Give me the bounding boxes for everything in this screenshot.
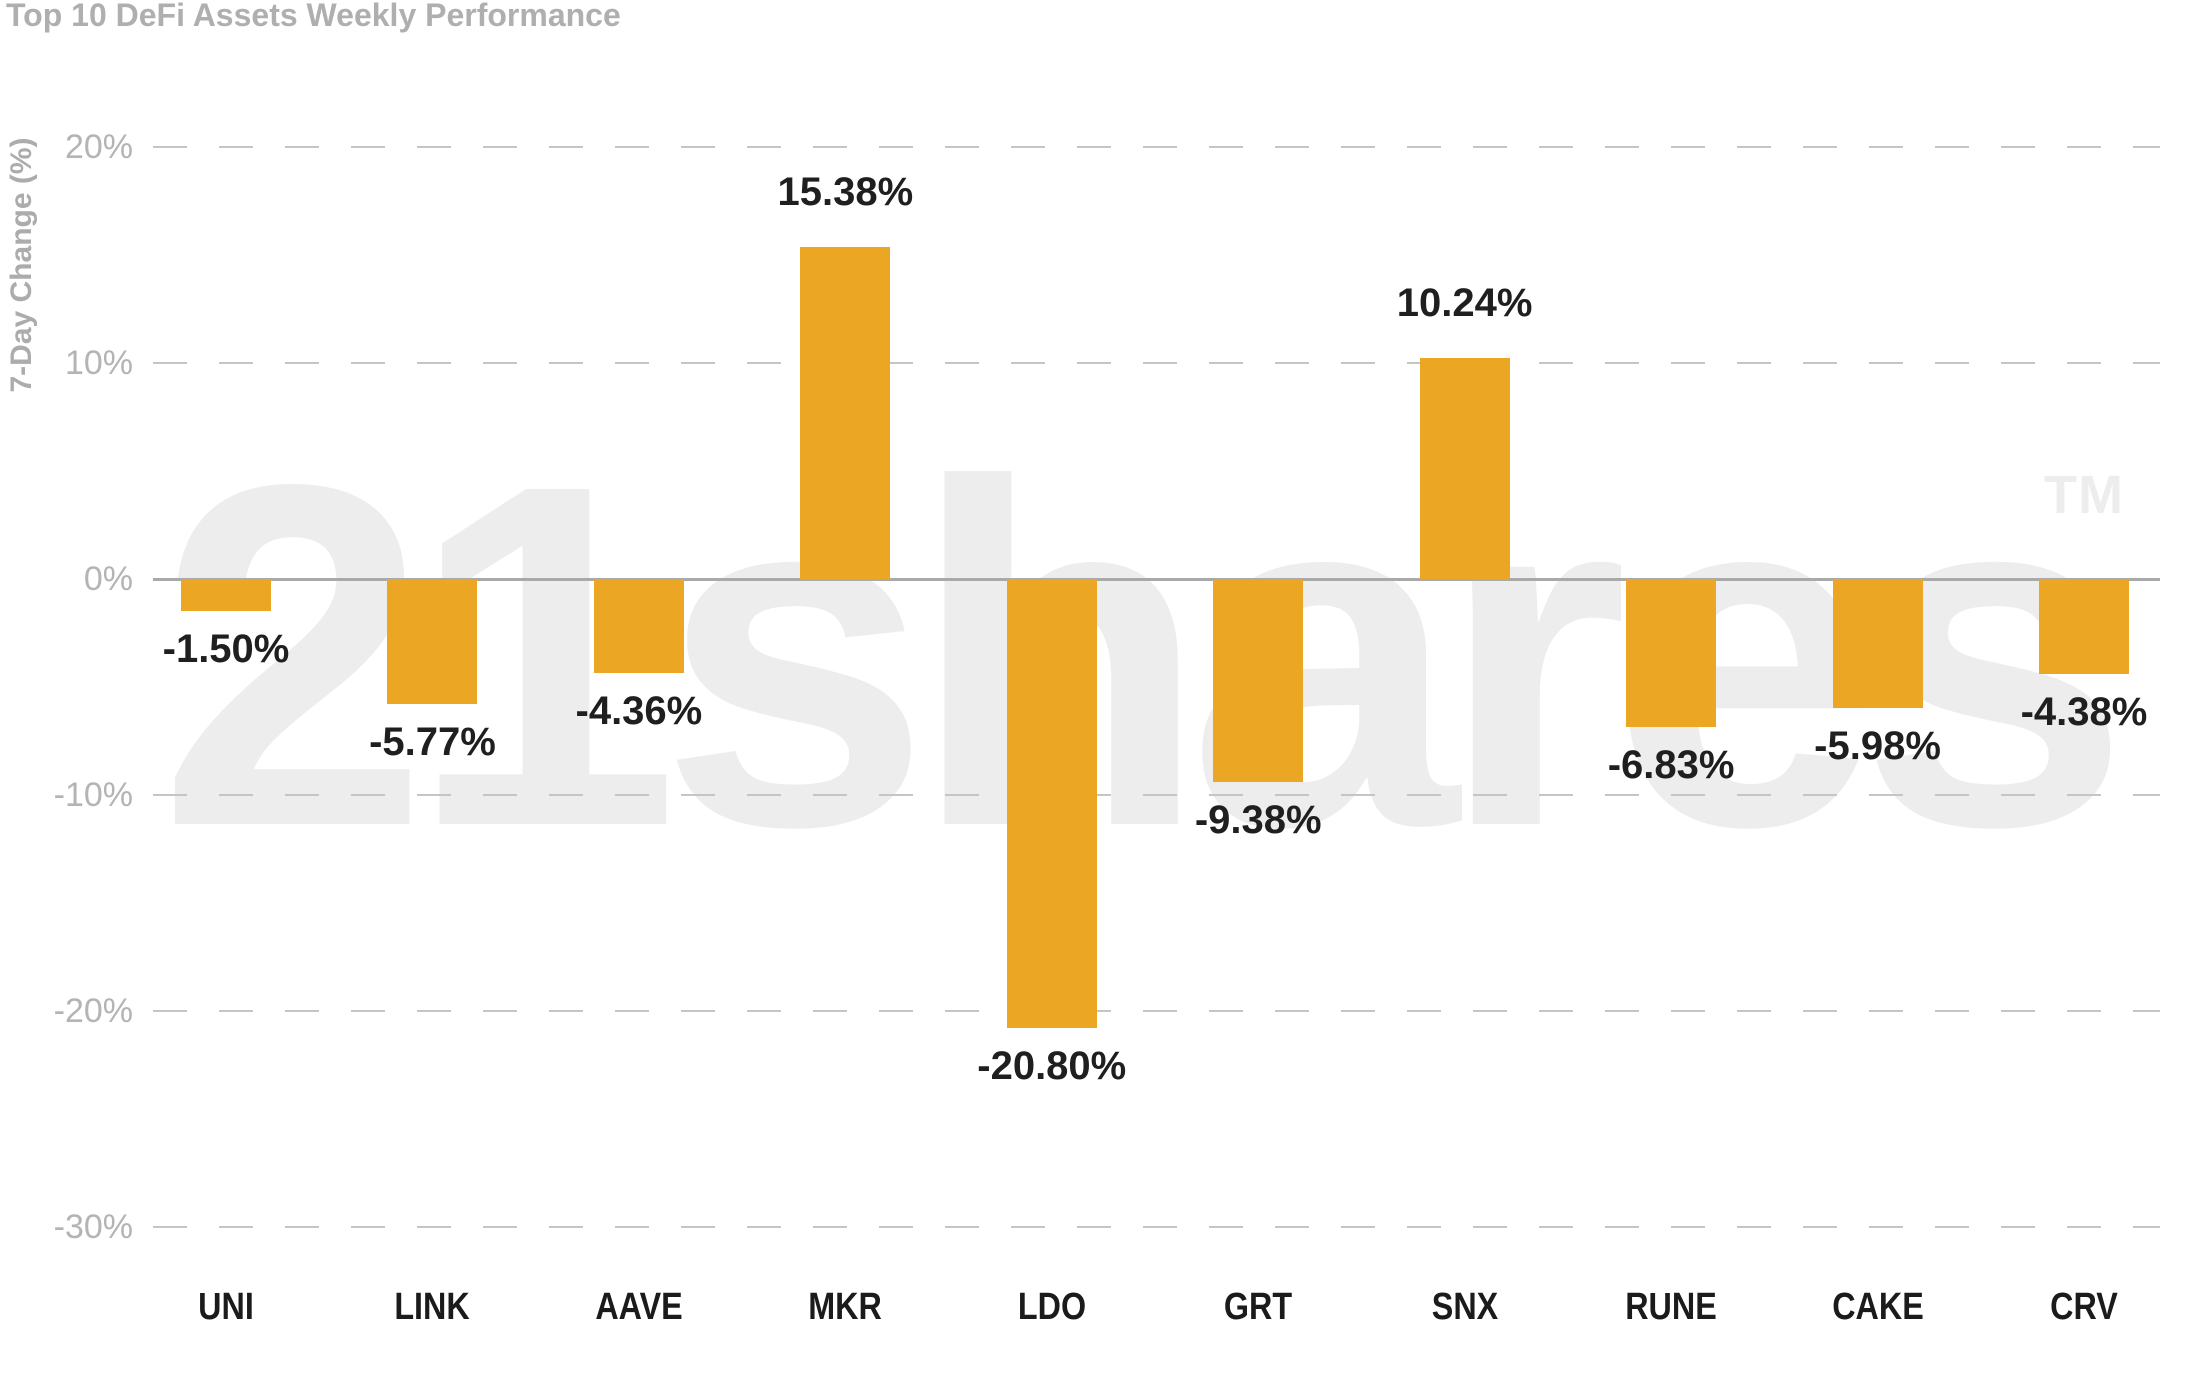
bar-CRV xyxy=(2038,579,2129,674)
x-tick-label-CAKE: CAKE xyxy=(1831,1286,1924,1328)
gridline--20 xyxy=(153,1010,2160,1012)
y-tick-label--30%: -30% xyxy=(53,1208,133,1246)
x-tick-label-LDO: LDO xyxy=(1017,1286,1086,1328)
value-label-CAKE: -5.98% xyxy=(1814,724,1941,769)
trademark-symbol: TM xyxy=(2044,465,2124,525)
gridline-10 xyxy=(153,362,2160,364)
y-tick-label--20%: -20% xyxy=(53,992,133,1030)
bar-UNI xyxy=(181,579,271,612)
gridline--30 xyxy=(153,1226,2160,1228)
bar-LINK xyxy=(387,579,478,704)
x-tick-label-SNX: SNX xyxy=(1431,1286,1498,1328)
bar-LDO xyxy=(1006,579,1097,1029)
value-label-SNX: 10.24% xyxy=(1396,280,1533,325)
bar-RUNE xyxy=(1626,579,1717,727)
brand-watermark: 21shares xyxy=(158,384,2130,928)
value-label-LDO: -20.80% xyxy=(977,1044,1127,1089)
value-label-CRV: -4.38% xyxy=(2020,689,2148,734)
value-label-RUNE: -6.83% xyxy=(1607,742,1735,787)
chart-title: Top 10 DeFi Assets Weekly Performance xyxy=(6,0,621,33)
bar-SNX xyxy=(1419,357,1510,579)
y-tick-label-20%: 20% xyxy=(64,128,133,166)
y-tick-label--10%: -10% xyxy=(53,776,133,814)
gridline--10 xyxy=(153,794,2160,796)
value-label-MKR: 15.38% xyxy=(777,169,914,214)
x-tick-label-MKR: MKR xyxy=(808,1286,883,1328)
x-tick-label-CRV: CRV xyxy=(2050,1286,2118,1328)
value-label-UNI: -1.50% xyxy=(162,627,290,672)
zero-axis-line xyxy=(153,577,2160,581)
y-tick-label-10%: 10% xyxy=(64,344,133,382)
x-tick-label-AAVE: AAVE xyxy=(595,1286,683,1328)
y-tick-label-0%: 0% xyxy=(83,560,133,598)
bar-CAKE xyxy=(1832,579,1923,709)
bar-GRT xyxy=(1213,579,1304,782)
bar-AAVE xyxy=(593,579,684,674)
gridline-20 xyxy=(153,146,2160,148)
bar-MKR xyxy=(800,246,891,579)
value-label-LINK: -5.77% xyxy=(369,719,496,764)
x-tick-label-GRT: GRT xyxy=(1224,1286,1293,1328)
value-label-AAVE: -4.36% xyxy=(575,689,703,734)
x-tick-label-UNI: UNI xyxy=(198,1286,254,1328)
x-tick-label-LINK: LINK xyxy=(394,1286,471,1328)
x-tick-label-RUNE: RUNE xyxy=(1625,1286,1717,1328)
value-label-GRT: -9.38% xyxy=(1194,797,1322,842)
